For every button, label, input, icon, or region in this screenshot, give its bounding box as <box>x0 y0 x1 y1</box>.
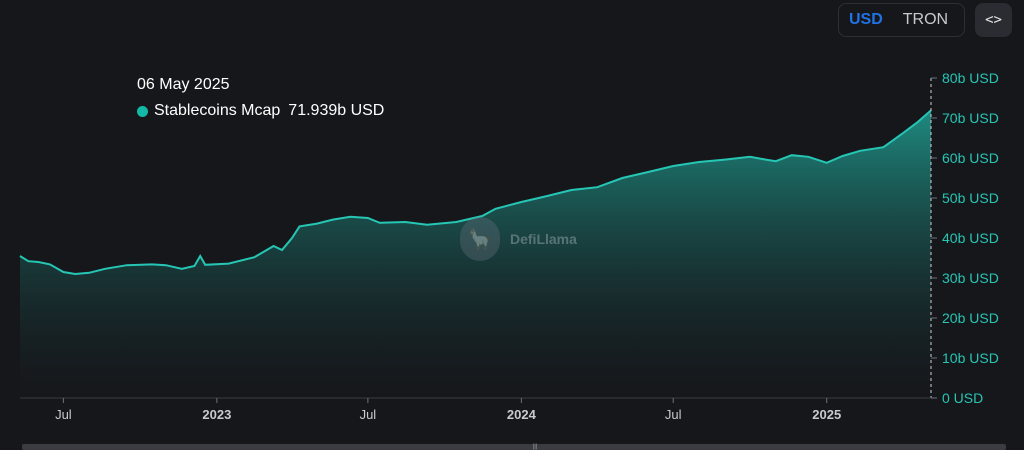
x-tick-label: 2023 <box>202 407 231 422</box>
tooltip-value: 71.939b USD <box>288 102 385 119</box>
watermark-label: DefiLlama <box>510 231 577 247</box>
y-tick-label: 0 USD <box>942 390 983 406</box>
code-embed-icon: <> <box>985 12 1002 28</box>
x-tick-label: Jul <box>360 407 377 422</box>
currency-toggle: USD TRON <box>838 3 965 37</box>
chart-scrollbar[interactable]: ||| <box>22 444 1006 450</box>
x-tick-label: Jul <box>665 407 682 422</box>
series-area <box>20 110 931 399</box>
y-tick-label: 70b USD <box>942 110 999 126</box>
x-tick-label: 2025 <box>812 407 841 422</box>
y-tick-label: 30b USD <box>942 270 999 286</box>
x-tick-label: Jul <box>55 407 72 422</box>
series-dot-icon <box>137 105 148 117</box>
y-tick-label: 20b USD <box>942 310 999 326</box>
y-tick-label: 40b USD <box>942 230 999 246</box>
tooltip-row: Stablecoins Mcap 71.939b USD <box>137 102 384 120</box>
tron-option[interactable]: TRON <box>902 11 949 28</box>
usd-option[interactable]: USD <box>849 11 883 28</box>
x-tick-label: 2024 <box>507 407 537 422</box>
scrollbar-grip-icon[interactable]: ||| <box>532 444 538 450</box>
watermark: 🦙 DefiLlama <box>460 217 577 261</box>
llama-logo-icon: 🦙 <box>460 217 500 261</box>
tooltip-date: 06 May 2025 <box>137 76 230 93</box>
y-tick-label: 60b USD <box>942 150 999 166</box>
y-tick-label: 50b USD <box>942 190 999 206</box>
y-tick-label: 10b USD <box>942 350 999 366</box>
tooltip-series: Stablecoins Mcap <box>154 102 281 119</box>
y-tick-label: 80b USD <box>942 70 999 86</box>
series-line <box>19 109 932 276</box>
embed-button[interactable]: <> <box>975 3 1012 37</box>
